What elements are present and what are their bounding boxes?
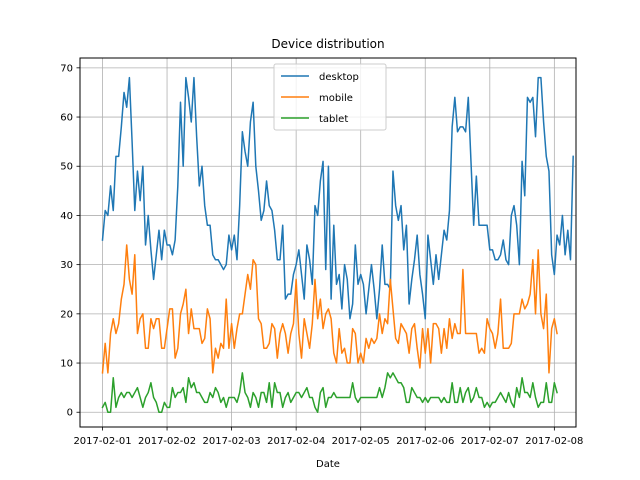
- series-line-desktop: [101, 76, 574, 320]
- x-tick-label: 2017-02-06: [396, 436, 454, 447]
- chart-title: Device distribution: [271, 37, 384, 51]
- x-tick-label: 2017-02-01: [73, 436, 131, 447]
- x-tick-label: 2017-02-04: [267, 436, 325, 447]
- y-tick-label: 20: [60, 309, 73, 320]
- y-tick-label: 0: [67, 408, 73, 419]
- y-tick-label: 50: [60, 162, 73, 173]
- y-tick-label: 30: [60, 260, 73, 271]
- x-tick-label: 2017-02-05: [332, 436, 390, 447]
- legend: desktop mobile tablet: [273, 63, 387, 131]
- x-axis-label: Date: [316, 459, 340, 470]
- x-tick-label: 2017-02-03: [203, 436, 261, 447]
- x-tick-label: 2017-02-08: [525, 436, 583, 447]
- legend-label-tablet: tablet: [319, 114, 348, 125]
- plot-frame: [79, 57, 577, 428]
- x-tick-label: 2017-02-02: [138, 436, 196, 447]
- legend-label-desktop: desktop: [319, 72, 359, 83]
- series-line-tablet: [101, 372, 558, 413]
- x-tick-label: 2017-02-07: [461, 436, 519, 447]
- y-tick-label: 10: [60, 359, 73, 370]
- series-line-mobile: [101, 244, 558, 374]
- series-lines: [101, 76, 574, 413]
- legend-box: [273, 63, 387, 131]
- y-axis: 0 10 20 30 40 50 60 70: [60, 63, 80, 419]
- legend-label-mobile: mobile: [319, 93, 353, 104]
- y-tick-label: 40: [60, 211, 73, 222]
- y-tick-label: 70: [60, 63, 73, 74]
- y-tick-label: 60: [60, 113, 73, 124]
- x-axis: 2017-02-01 2017-02-02 2017-02-03 2017-02-04…: [73, 427, 583, 447]
